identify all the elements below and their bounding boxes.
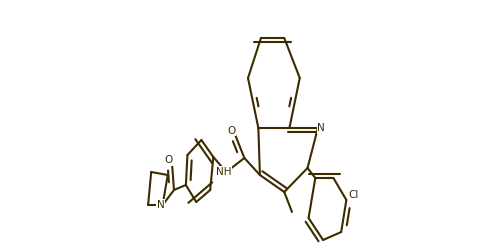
Text: NH: NH — [215, 167, 230, 177]
Text: Cl: Cl — [348, 190, 359, 200]
Text: N: N — [156, 200, 164, 210]
Text: N: N — [317, 123, 324, 133]
Text: O: O — [227, 126, 235, 136]
Text: O: O — [165, 155, 173, 165]
